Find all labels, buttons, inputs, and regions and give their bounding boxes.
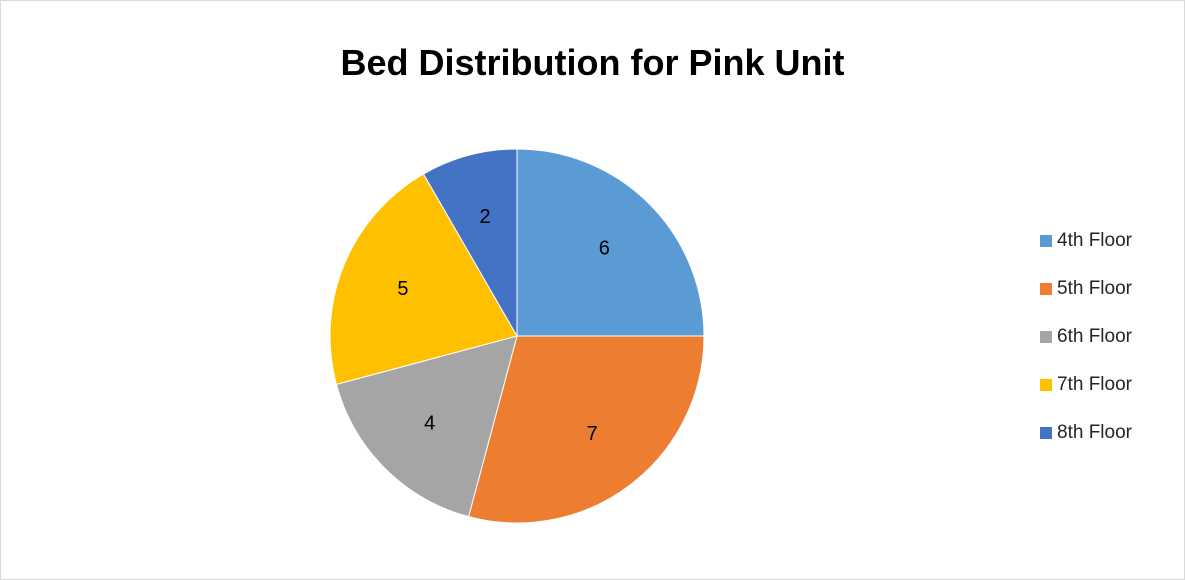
chart-title: Bed Distribution for Pink Unit: [340, 42, 845, 83]
legend-label: 6th Floor: [1057, 326, 1132, 347]
data-label: 5: [397, 278, 408, 300]
legend: 4th Floor 5th Floor 6th Floor 7th Floor …: [1040, 228, 1132, 468]
pie-slice-7th-floor: [329, 173, 518, 386]
legend-swatch: [1040, 235, 1052, 247]
legend-label: 7th Floor: [1057, 374, 1132, 395]
data-label: 4: [424, 412, 435, 434]
data-label: 6: [599, 238, 610, 260]
legend-item-7th-floor: 7th Floor: [1040, 372, 1132, 398]
pie-slice-8th-floor: [422, 148, 518, 338]
legend-item-8th-floor: 8th Floor: [1040, 420, 1132, 446]
pie-slice-5th-floor: [467, 335, 705, 524]
data-label: 7: [587, 423, 598, 445]
legend-item-6th-floor: 6th Floor: [1040, 324, 1132, 350]
legend-swatch: [1040, 379, 1052, 391]
legend-item-4th-floor: 4th Floor: [1040, 228, 1132, 254]
legend-label: 5th Floor: [1057, 278, 1132, 299]
legend-swatch: [1040, 331, 1052, 343]
legend-item-5th-floor: 5th Floor: [1040, 276, 1132, 302]
legend-label: 4th Floor: [1057, 230, 1132, 251]
legend-swatch: [1040, 283, 1052, 295]
data-label: 2: [479, 206, 490, 228]
legend-label: 8th Floor: [1057, 422, 1132, 443]
legend-swatch: [1040, 427, 1052, 439]
pie-slice-6th-floor: [335, 335, 518, 518]
pie-slice-4th-floor: [516, 148, 705, 337]
